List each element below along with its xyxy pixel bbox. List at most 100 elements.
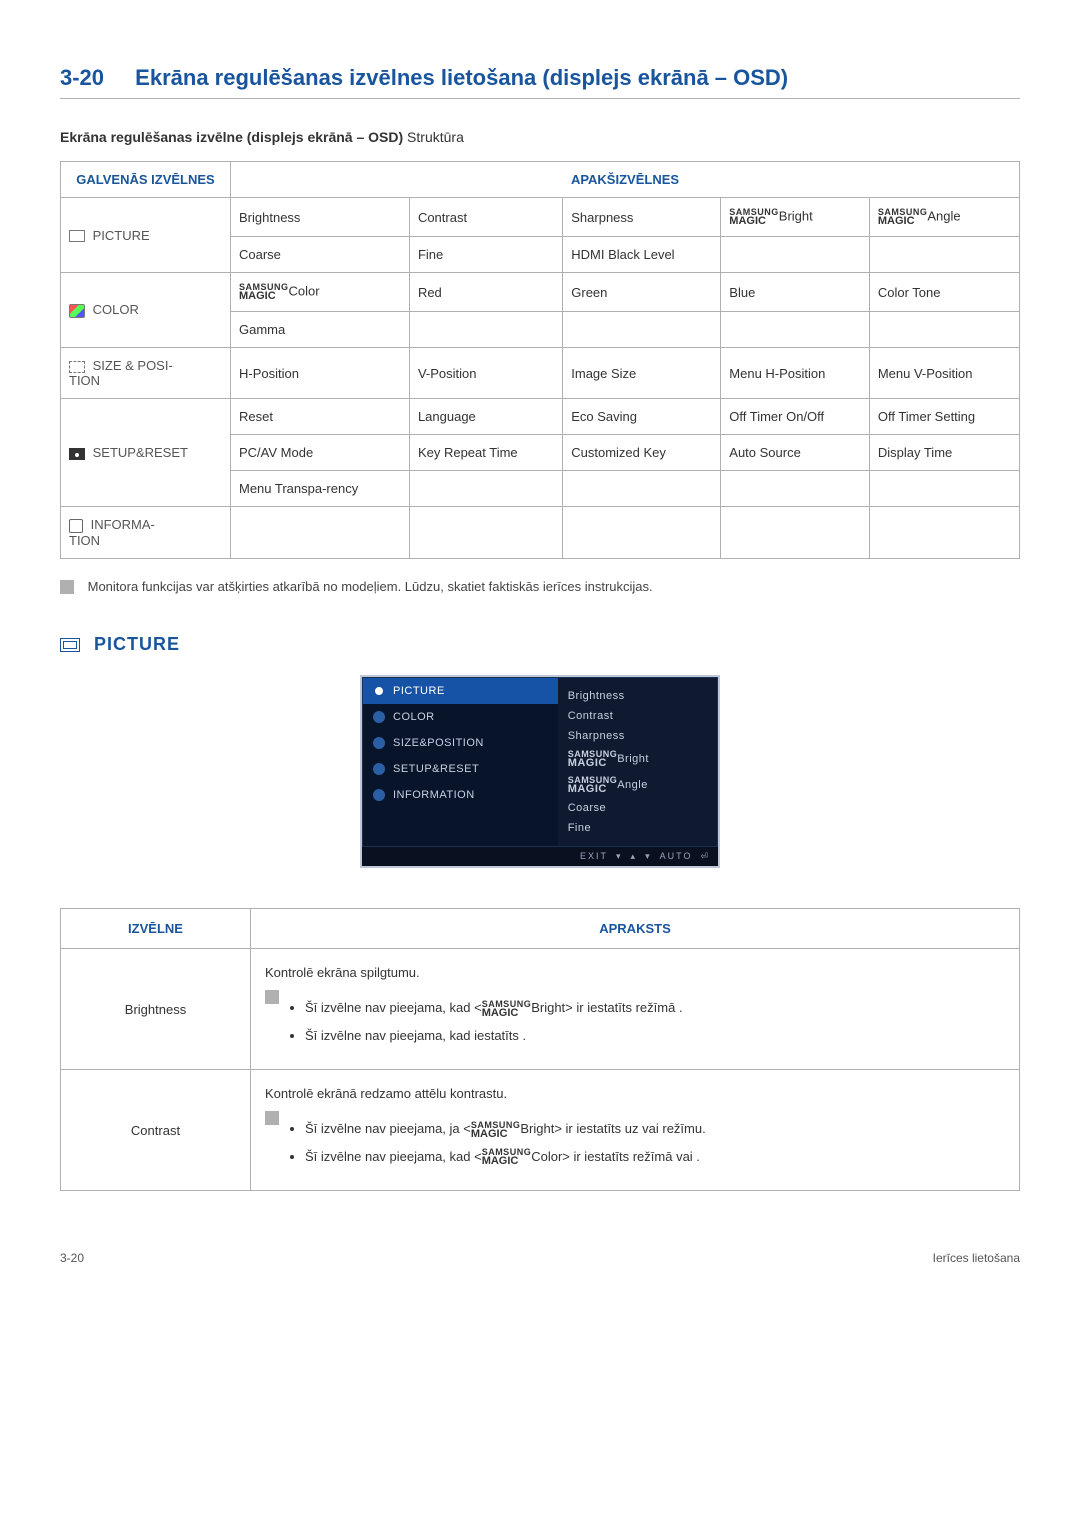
osd-left-item: SIZE&POSITION bbox=[363, 730, 558, 756]
submenu-cell: SAMSUNGMAGICAngle bbox=[869, 198, 1019, 237]
footer-page: 3-20 bbox=[60, 1251, 84, 1265]
footer-label: Ierīces lietošana bbox=[933, 1251, 1020, 1265]
desc-bullet: Šī izvēlne nav pieejama, ja <SAMSUNGMAGI… bbox=[305, 1119, 706, 1139]
desc-menu-brightness: Brightness bbox=[61, 949, 251, 1070]
submenu-cell bbox=[231, 507, 410, 559]
submenu-cell bbox=[721, 237, 870, 273]
note-text: Monitora funkcijas var atšķirties atkarī… bbox=[88, 579, 653, 594]
size-icon bbox=[69, 361, 85, 373]
note-icon bbox=[60, 580, 74, 594]
main-menu-picture: PICTURE bbox=[61, 198, 231, 273]
submenu-cell: Off Timer Setting bbox=[869, 399, 1019, 435]
submenu-cell: Menu Transpa-rency bbox=[231, 471, 410, 507]
submenu-cell: Sharpness bbox=[563, 198, 721, 237]
picture-section-title: PICTURE bbox=[94, 634, 180, 654]
section-number: 3-20 bbox=[60, 65, 104, 90]
submenu-cell: PC/AV Mode bbox=[231, 435, 410, 471]
col-menu: IZVĒLNE bbox=[61, 909, 251, 949]
note-icon bbox=[265, 1111, 279, 1125]
submenu-cell: SAMSUNGMAGICBright bbox=[721, 198, 870, 237]
main-menu-size-posi-tion: SIZE & POSI-TION bbox=[61, 348, 231, 399]
osd-right-item: SAMSUNGMAGICAngle bbox=[568, 772, 707, 798]
submenu-cell bbox=[869, 507, 1019, 559]
submenu-cell: H-Position bbox=[231, 348, 410, 399]
note-functions-differ: Monitora funkcijas var atšķirties atkarī… bbox=[60, 579, 1020, 595]
submenu-cell bbox=[409, 312, 562, 348]
submenu-cell bbox=[563, 507, 721, 559]
osd-right-item: Contrast bbox=[568, 706, 707, 726]
osd-screenshot: PICTURECOLORSIZE&POSITIONSETUP&RESETINFO… bbox=[360, 675, 720, 868]
osd-right-item: Sharpness bbox=[568, 726, 707, 746]
osd-structure-table: GALVENĀS IZVĒLNES APAKŠIZVĒLNES PICTUREB… bbox=[60, 161, 1020, 559]
subtitle-rest: Struktūra bbox=[403, 129, 464, 145]
main-menu-setup-reset: SETUP&RESET bbox=[61, 399, 231, 507]
submenu-cell: Menu V-Position bbox=[869, 348, 1019, 399]
submenu-cell: SAMSUNGMAGICColor bbox=[231, 273, 410, 312]
box-icon bbox=[69, 230, 85, 242]
desc-bullet: Šī izvēlne nav pieejama, kad <SAMSUNGMAG… bbox=[305, 998, 683, 1018]
osd-left-item: PICTURE bbox=[363, 678, 558, 704]
submenu-cell: Coarse bbox=[231, 237, 410, 273]
osd-right-item: Brightness bbox=[568, 686, 707, 706]
desc-body-brightness: Kontrolē ekrāna spilgtumu.Šī izvēlne nav… bbox=[251, 949, 1020, 1070]
submenu-cell bbox=[563, 471, 721, 507]
main-menu-informa-tion: INFORMA-TION bbox=[61, 507, 231, 559]
page-footer: 3-20 Ierīces lietošana bbox=[60, 1251, 1020, 1265]
submenu-cell bbox=[409, 471, 562, 507]
section-header: 3-20 Ekrāna regulēšanas izvēlnes lietoša… bbox=[60, 60, 1020, 99]
submenu-cell: Off Timer On/Off bbox=[721, 399, 870, 435]
section-title: Ekrāna regulēšanas izvēlnes lietošana (d… bbox=[135, 65, 788, 90]
submenu-cell: V-Position bbox=[409, 348, 562, 399]
submenu-cell: Auto Source bbox=[721, 435, 870, 471]
submenu-cell: Menu H-Position bbox=[721, 348, 870, 399]
submenu-cell: Eco Saving bbox=[563, 399, 721, 435]
desc-bullet: Šī izvēlne nav pieejama, kad iestatīts . bbox=[305, 1026, 683, 1046]
col-description: APRAKSTS bbox=[251, 909, 1020, 949]
submenu-cell: Color Tone bbox=[869, 273, 1019, 312]
submenu-cell: Brightness bbox=[231, 198, 410, 237]
submenu-cell: Language bbox=[409, 399, 562, 435]
submenu-cell bbox=[869, 312, 1019, 348]
note-icon bbox=[265, 990, 279, 1004]
submenu-cell: Gamma bbox=[231, 312, 410, 348]
subtitle-bold: Ekrāna regulēšanas izvēlne (displejs ekr… bbox=[60, 129, 403, 145]
picture-section-header: PICTURE bbox=[60, 634, 1020, 655]
col-main-menus: GALVENĀS IZVĒLNES bbox=[61, 162, 231, 198]
desc-body-contrast: Kontrolē ekrānā redzamo attēlu kontrastu… bbox=[251, 1070, 1020, 1191]
col-submenus: APAKŠIZVĒLNES bbox=[231, 162, 1020, 198]
submenu-cell: Red bbox=[409, 273, 562, 312]
subtitle: Ekrāna regulēšanas izvēlne (displejs ekr… bbox=[60, 129, 1020, 145]
submenu-cell: Blue bbox=[721, 273, 870, 312]
osd-right-menu: BrightnessContrastSharpnessSAMSUNGMAGICB… bbox=[558, 678, 717, 846]
submenu-cell: Fine bbox=[409, 237, 562, 273]
submenu-cell: Contrast bbox=[409, 198, 562, 237]
submenu-cell bbox=[563, 312, 721, 348]
submenu-cell bbox=[721, 312, 870, 348]
osd-left-item: INFORMATION bbox=[363, 782, 558, 808]
submenu-cell: Green bbox=[563, 273, 721, 312]
osd-right-item: Coarse bbox=[568, 798, 707, 818]
submenu-cell bbox=[409, 507, 562, 559]
submenu-cell bbox=[721, 507, 870, 559]
submenu-cell: Key Repeat Time bbox=[409, 435, 562, 471]
desc-menu-contrast: Contrast bbox=[61, 1070, 251, 1191]
osd-left-item: SETUP&RESET bbox=[363, 756, 558, 782]
submenu-cell: Display Time bbox=[869, 435, 1019, 471]
setup-icon bbox=[69, 448, 85, 460]
picture-icon bbox=[60, 638, 80, 652]
submenu-cell bbox=[869, 471, 1019, 507]
main-menu-color: COLOR bbox=[61, 273, 231, 348]
info-icon bbox=[69, 519, 83, 533]
osd-left-menu: PICTURECOLORSIZE&POSITIONSETUP&RESETINFO… bbox=[363, 678, 558, 846]
osd-right-item: Fine bbox=[568, 818, 707, 838]
desc-bullet: Šī izvēlne nav pieejama, kad <SAMSUNGMAG… bbox=[305, 1147, 706, 1167]
submenu-cell: HDMI Black Level bbox=[563, 237, 721, 273]
osd-right-item: SAMSUNGMAGICBright bbox=[568, 746, 707, 772]
osd-left-item: COLOR bbox=[363, 704, 558, 730]
submenu-cell: Reset bbox=[231, 399, 410, 435]
submenu-cell: Customized Key bbox=[563, 435, 721, 471]
submenu-cell: Image Size bbox=[563, 348, 721, 399]
description-table: IZVĒLNE APRAKSTS BrightnessKontrolē ekrā… bbox=[60, 908, 1020, 1191]
osd-footer: EXIT▾▴▾AUTO⏎ bbox=[362, 847, 718, 866]
submenu-cell bbox=[869, 237, 1019, 273]
